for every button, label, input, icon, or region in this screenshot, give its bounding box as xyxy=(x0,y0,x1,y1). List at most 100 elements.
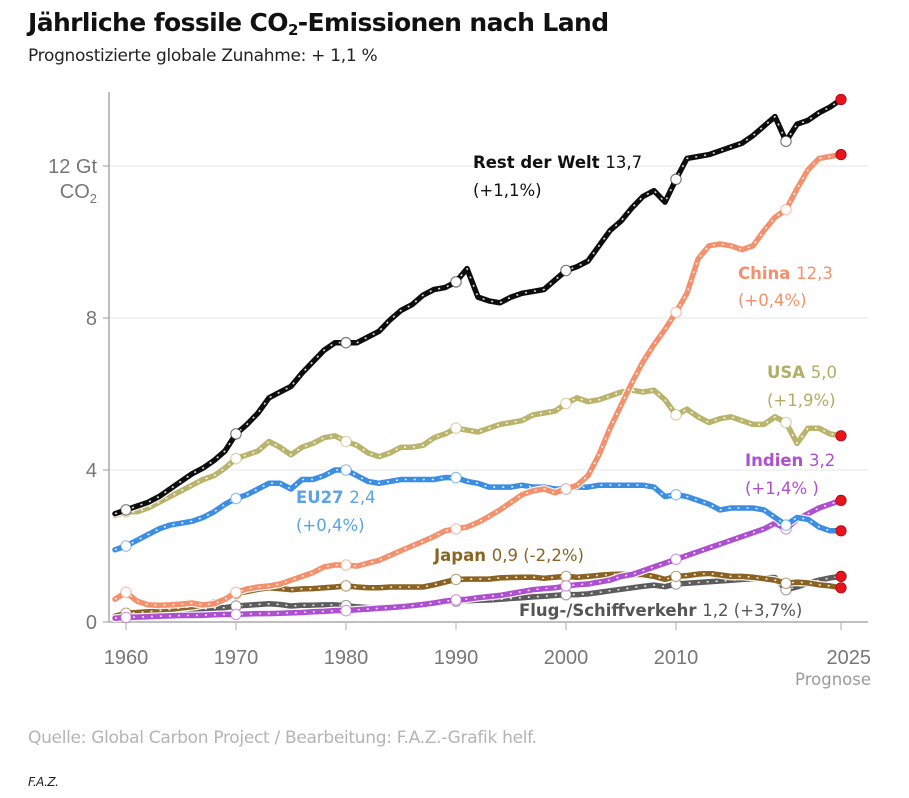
data-point-marker xyxy=(120,611,132,624)
series-label-flug-schiffverkehr: Flug-/Schiffverkehr 1,2 (+3,7%) xyxy=(519,601,802,620)
series-layer xyxy=(111,93,847,624)
y-tick-label: 12 Gt xyxy=(48,156,97,178)
series-indien xyxy=(111,494,847,624)
series-label-change: (+1,1%) xyxy=(473,181,542,200)
forecast-marker xyxy=(835,93,847,106)
x-tick-label: 2025 xyxy=(827,647,872,669)
series-label-name: Flug-/Schiffverkehr xyxy=(519,601,702,620)
series-label-value: 3,2 xyxy=(809,451,835,470)
data-point-marker xyxy=(780,519,792,531)
y-unit-label: CO2 xyxy=(60,181,97,206)
data-point-marker xyxy=(670,409,682,421)
series-china xyxy=(111,149,847,610)
forecast-marker xyxy=(835,570,847,583)
chart-subtitle: Prognostizierte globale Zunahme: + 1,1 % xyxy=(28,46,378,66)
data-point-marker xyxy=(450,573,462,586)
data-point-marker xyxy=(230,492,242,505)
series-label-value: 13,7 xyxy=(605,153,642,172)
data-point-marker xyxy=(450,276,462,288)
series-label-rest-der-welt: Rest der Welt 13,7 xyxy=(473,153,642,172)
data-point-marker xyxy=(780,577,792,590)
data-point-marker xyxy=(780,416,792,429)
title-text: Jährliche fossile CO xyxy=(28,8,289,37)
chart-title: Jährliche fossile CO2-Emissionen nach La… xyxy=(28,8,609,39)
x-tick-label: 1990 xyxy=(434,647,479,669)
series-label-name: Japan xyxy=(433,546,492,565)
data-point-marker xyxy=(670,488,682,501)
series-rest-der-welt xyxy=(111,93,847,518)
forecast-marker xyxy=(835,430,847,442)
series-label-china: China 12,3 xyxy=(738,264,833,283)
series-label-name: Indien xyxy=(745,451,809,470)
data-point-marker xyxy=(340,464,352,476)
series-label-japan: Japan 0,9 (-2,2%) xyxy=(433,546,584,565)
series-label-value: 12,3 xyxy=(796,264,833,283)
title-subscript: 2 xyxy=(287,21,298,39)
x-tick-label: 1980 xyxy=(324,647,369,669)
x-tick-label: 1960 xyxy=(104,647,149,669)
x-tick-label: 1970 xyxy=(214,647,259,669)
data-point-marker xyxy=(230,452,242,465)
data-point-marker xyxy=(450,422,462,434)
series-label-name: Rest der Welt xyxy=(473,153,605,172)
data-point-marker xyxy=(340,580,352,592)
grid-layer xyxy=(109,165,868,471)
series-label-eu27: EU27 2,4 xyxy=(296,488,376,507)
data-point-marker xyxy=(780,135,792,148)
x-tick-label: 2010 xyxy=(654,647,699,669)
brand-logo: F.A.Z. xyxy=(28,775,59,789)
data-point-marker xyxy=(120,540,132,552)
data-point-marker xyxy=(230,608,242,621)
data-point-marker xyxy=(450,594,462,606)
data-point-marker xyxy=(670,570,682,583)
series-label-value: 0,9 (-2,2%) xyxy=(492,546,584,565)
data-point-marker xyxy=(560,397,572,410)
y-tick-label: 8 xyxy=(86,308,97,330)
series-label-usa: USA 5,0 xyxy=(767,363,837,382)
data-point-marker xyxy=(340,604,352,617)
series-label-name: USA xyxy=(767,363,811,382)
data-point-marker xyxy=(670,553,682,566)
series-usa xyxy=(111,386,847,520)
x-tick-sublabel-prognose: Prognose xyxy=(795,670,871,689)
forecast-marker xyxy=(835,582,847,594)
series-dot-pattern xyxy=(114,499,842,619)
data-point-marker xyxy=(560,264,572,277)
source-note: Quelle: Global Carbon Project / Bearbeit… xyxy=(28,728,537,748)
series-label-value: 1,2 (+3,7%) xyxy=(702,601,802,620)
data-point-marker xyxy=(340,336,352,349)
data-point-marker xyxy=(230,428,242,440)
series-label-change: (+0,4%) xyxy=(296,516,365,535)
series-label-value: 2,4 xyxy=(349,488,375,507)
series-label-change: (+1,9%) xyxy=(767,391,836,410)
forecast-marker xyxy=(835,525,847,537)
data-point-marker xyxy=(340,559,352,571)
data-point-marker xyxy=(670,173,682,186)
data-point-marker xyxy=(230,586,242,599)
data-point-marker xyxy=(670,306,682,319)
data-point-marker xyxy=(340,435,352,448)
x-tick-label: 2000 xyxy=(544,647,589,669)
series-label-change: (+0,4%) xyxy=(738,291,807,310)
data-point-marker xyxy=(560,483,572,495)
forecast-marker xyxy=(835,149,847,161)
title-text-end: -Emissionen nach Land xyxy=(297,8,609,37)
data-point-marker xyxy=(120,504,132,516)
data-point-marker xyxy=(120,586,132,599)
series-label-value: 5,0 xyxy=(811,363,837,382)
data-point-marker xyxy=(780,203,792,216)
data-point-marker xyxy=(560,570,572,583)
y-tick-label: 0 xyxy=(86,612,97,634)
y-tick-label: 4 xyxy=(86,460,97,482)
series-label-name: EU27 xyxy=(296,488,349,507)
data-point-marker xyxy=(450,471,462,484)
series-label-change: (+1,4% ) xyxy=(745,479,819,498)
axes-layer: 0 4 8 12 Gt CO2 1960 1970 1980 1990 2000 2010 2025P… xyxy=(48,92,871,689)
forecast-marker xyxy=(835,494,847,506)
series-dot-pattern xyxy=(114,469,841,551)
label-layer: Rest der Welt 13,7 (+1,1%) China 12,3 (+0,4… xyxy=(296,153,837,620)
series-label-indien: Indien 3,2 xyxy=(745,451,835,470)
data-point-marker xyxy=(450,523,462,535)
data-point-marker xyxy=(560,580,572,592)
